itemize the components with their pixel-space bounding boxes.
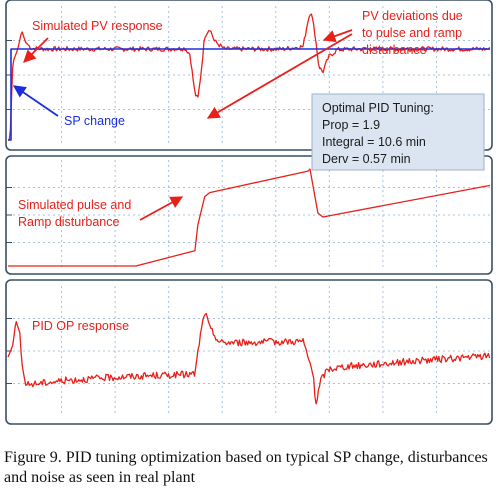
sp-change-label: SP change bbox=[64, 114, 125, 128]
pv-deviations-arrow-long bbox=[206, 33, 353, 119]
tuning-integral: Integral = 10.6 min bbox=[322, 135, 426, 149]
panel-bottom bbox=[5, 279, 493, 425]
series-line-sp-change bbox=[8, 48, 490, 141]
pv-response-label: Simulated PV response bbox=[32, 19, 163, 33]
pv-deviations-arrow-short bbox=[322, 29, 353, 43]
annotations: Simulated PV response SP change PV devia… bbox=[12, 9, 463, 333]
panel-middle bbox=[5, 155, 493, 275]
tuning-box-bg bbox=[311, 93, 485, 171]
panel-top-traces bbox=[8, 13, 491, 141]
tuning-title: Optimal PID Tuning: bbox=[322, 101, 434, 115]
panel-bottom-frame bbox=[5, 279, 493, 425]
pv-deviations-label-3: disturbance bbox=[362, 43, 427, 57]
panel-bottom-grid bbox=[6, 286, 490, 416]
pv-response-arrow bbox=[23, 37, 49, 63]
panel-middle-grid bbox=[6, 160, 490, 270]
pv-deviations-label-1: PV deviations due bbox=[362, 9, 463, 23]
tuning-prop: Prop = 1.9 bbox=[322, 118, 380, 132]
disturbance-arrow bbox=[139, 196, 184, 221]
panel-middle-traces bbox=[8, 168, 491, 267]
figure-caption: Figure 9. PID tuning optimization based … bbox=[4, 449, 488, 486]
pv-deviations-label-2: to pulse and ramp bbox=[362, 26, 462, 40]
op-response-label: PID OP response bbox=[32, 319, 129, 333]
series-line-pid-op-response bbox=[7, 312, 491, 405]
panel-bottom-traces bbox=[7, 312, 491, 405]
tuning-box: Optimal PID Tuning: Prop = 1.9 Integral … bbox=[311, 93, 485, 171]
disturbance-label-1: Simulated pulse and bbox=[18, 198, 131, 212]
sp-change-arrow bbox=[12, 85, 59, 117]
disturbance-label-2: Ramp disturbance bbox=[18, 215, 119, 229]
series-line-simulated-pulse-and-ramp-disturbance bbox=[8, 168, 491, 267]
tuning-derv: Derv = 0.57 min bbox=[322, 152, 411, 166]
